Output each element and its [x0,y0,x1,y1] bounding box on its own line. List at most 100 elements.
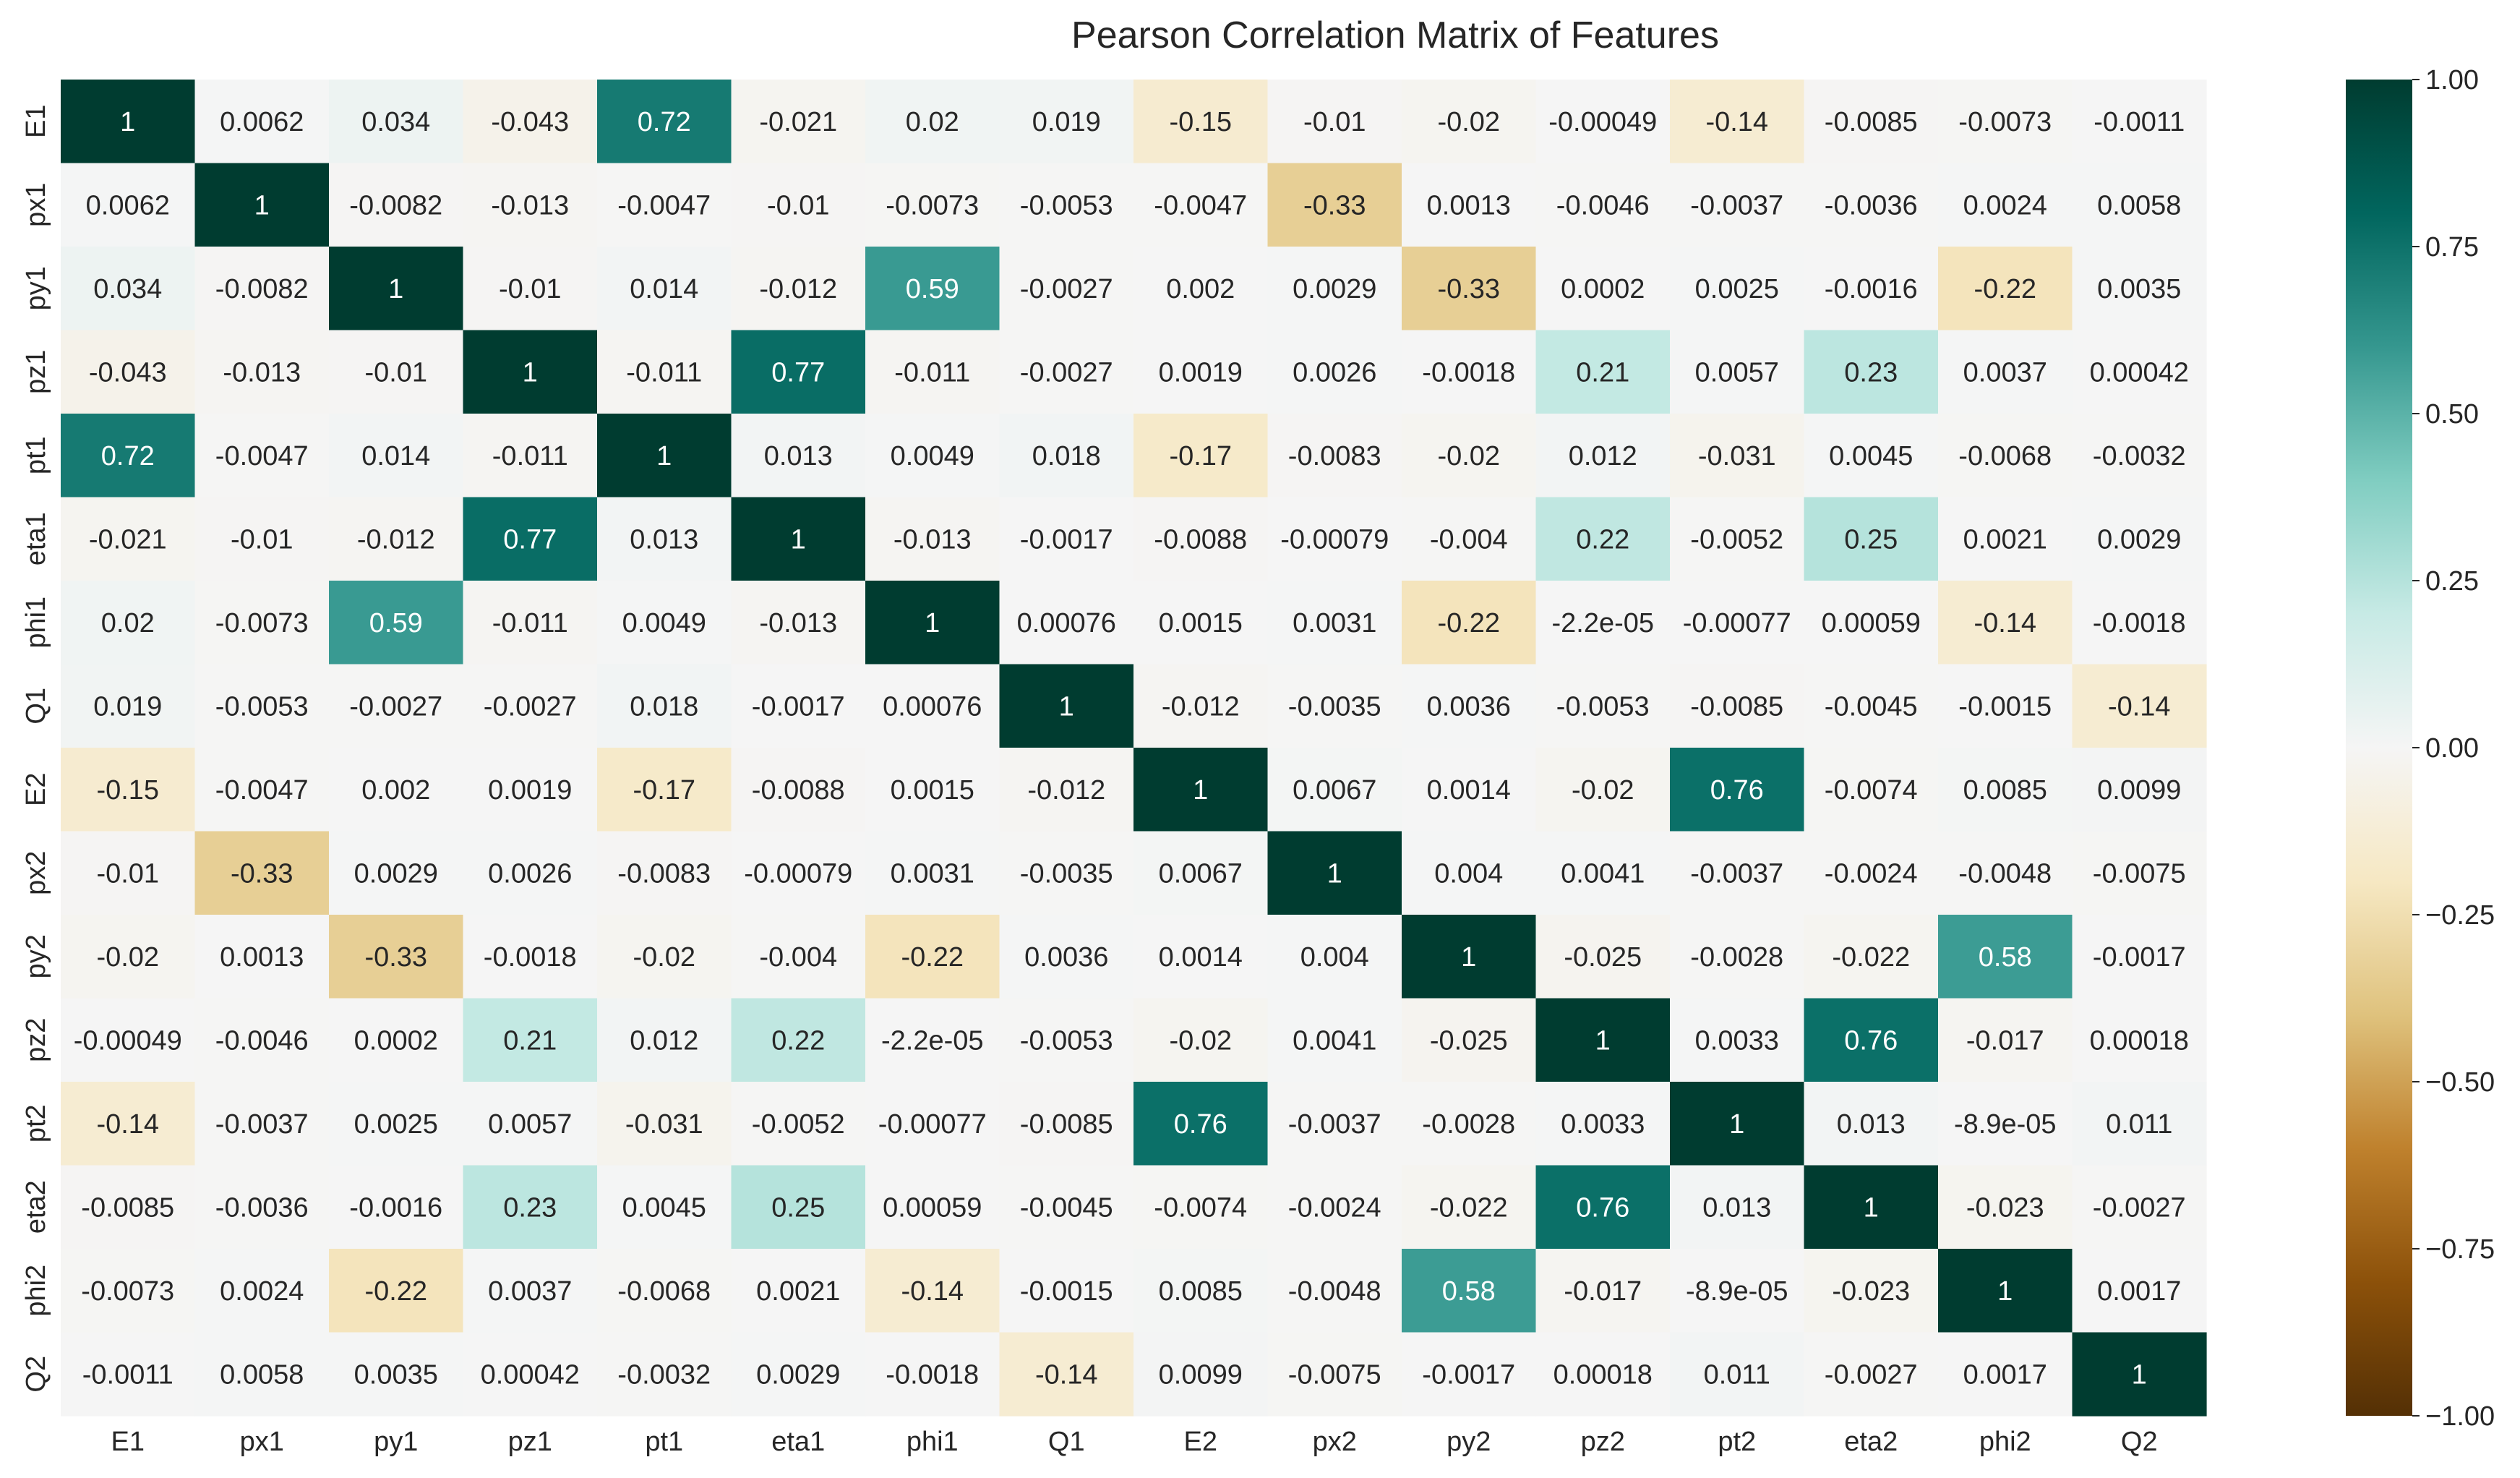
heatmap-cell [1938,1249,2073,1333]
y-tick-label: pt1 [21,436,51,474]
heatmap-cell [1804,163,1939,247]
heatmap-cell [1267,998,1402,1082]
cell-value-label: -0.00079 [744,858,852,889]
heatmap-cell [865,581,1000,665]
heatmap-cell [1535,915,1671,999]
x-tick-label: eta1 [771,1427,825,1457]
heatmap-cell [1938,163,2073,247]
cell-value-label: -0.33 [364,942,427,973]
heatmap-cell [1938,998,2073,1082]
heatmap-cell [1402,1332,1537,1417]
cell-value-label: -0.0036 [215,1192,309,1223]
heatmap-cell [2072,748,2207,832]
heatmap-cell [1804,581,1939,665]
cell-value-label: -0.01 [1303,107,1366,137]
heatmap-cell [597,80,732,164]
heatmap-cell [1402,831,1537,915]
y-tick-label: E2 [21,773,51,806]
cell-value-label: 1 [1327,858,1342,889]
cell-value-label: -0.02 [1572,775,1634,806]
heatmap-cell [1402,80,1537,164]
cell-value-label: -0.0017 [1422,1359,1515,1390]
heatmap-cell [61,664,196,748]
heatmap-cell [1267,581,1402,665]
cell-value-label: -0.0017 [2093,942,2186,973]
cell-value-label: 0.011 [1704,1359,1770,1390]
cell-value-label: -0.0082 [349,190,442,221]
cell-value-label: -0.0085 [1825,107,1918,137]
heatmap-cell [329,581,464,665]
heatmap-cell [1133,497,1269,581]
cell-value-label: 0.013 [764,441,833,471]
cell-value-label: 0.0067 [1159,858,1243,889]
x-tick-label: pt1 [645,1427,683,1457]
heatmap-cell [1535,831,1671,915]
heatmap-cell [865,1249,1000,1333]
cell-value-label: -0.0085 [81,1192,174,1223]
cell-value-label: 0.0049 [622,608,706,638]
heatmap-cell [194,1165,330,1250]
cell-value-label: -0.022 [1430,1192,1508,1223]
heatmap-cell [194,1332,330,1417]
cell-value-label: 0.0002 [1561,274,1645,304]
heatmap-cell [1670,497,1805,581]
cell-value-label: -0.0047 [617,190,711,221]
heatmap-cell [1670,915,1805,999]
cell-value-label: 0.0019 [488,775,572,806]
heatmap-cell [1804,330,1939,414]
cell-value-label: -0.0016 [1825,274,1918,304]
heatmap-cell [329,330,464,414]
cell-value-label: 0.0029 [1293,274,1376,304]
heatmap-cell [1133,1332,1269,1417]
cell-value-label: 0.0025 [1695,274,1779,304]
y-tick-label: eta2 [21,1180,51,1234]
heatmap-cell [1938,80,2073,164]
heatmap-cell [2072,664,2207,748]
cell-value-label: -0.013 [759,608,837,638]
colorbar-tick-label: 1.00 [2425,65,2479,95]
cell-value-label: -0.012 [759,274,837,304]
cell-value-label: 0.0036 [1427,691,1511,722]
cell-value-label: -0.0047 [215,775,309,806]
cell-value-label: -0.02 [633,942,695,973]
heatmap-cell [597,998,732,1082]
cell-value-label: -0.0027 [1020,274,1113,304]
cell-value-label: -0.0083 [617,858,711,889]
heatmap-cell [1402,915,1537,999]
cell-value-label: -0.01 [364,357,427,388]
heatmap-cell [597,1332,732,1417]
heatmap-cell [1670,664,1805,748]
heatmap-cell [61,414,196,498]
cell-value-label: 0.0031 [1293,608,1376,638]
cell-value-label: -2.2e-05 [881,1025,984,1056]
heatmap-cell [1133,831,1269,915]
cell-value-label: -0.22 [1973,274,2036,304]
heatmap-cell [999,998,1134,1082]
heatmap-cell [999,831,1134,915]
heatmap-cell [463,163,598,247]
heatmap-cell [731,664,866,748]
cell-value-label: 0.72 [638,107,691,137]
colorbar-tick-label: −0.75 [2425,1234,2495,1265]
heatmap-cell [463,80,598,164]
cell-value-label: -0.013 [893,524,972,555]
heatmap-cell [1402,998,1537,1082]
cell-value-label: -0.33 [1437,274,1500,304]
heatmap-cell [865,497,1000,581]
cell-value-label: -0.0085 [1020,1109,1113,1140]
cell-value-label: -0.0048 [1288,1276,1381,1307]
heatmap-cell [1938,915,2073,999]
cell-value-label: 1 [1193,775,1208,806]
cell-value-label: -0.011 [492,608,568,638]
cell-value-label: 0.76 [1710,775,1764,806]
heatmap-cell [194,330,330,414]
heatmap-cell [2072,330,2207,414]
cell-value-label: -0.011 [492,441,568,471]
heatmap-cell [1402,1165,1537,1250]
cell-value-label: 0.014 [630,274,698,304]
heatmap-cell [329,998,464,1082]
heatmap-cell [61,1082,196,1166]
heatmap-cell [1267,1249,1402,1333]
y-tick-label: eta1 [21,512,51,565]
cell-value-label: 0.0015 [891,775,974,806]
